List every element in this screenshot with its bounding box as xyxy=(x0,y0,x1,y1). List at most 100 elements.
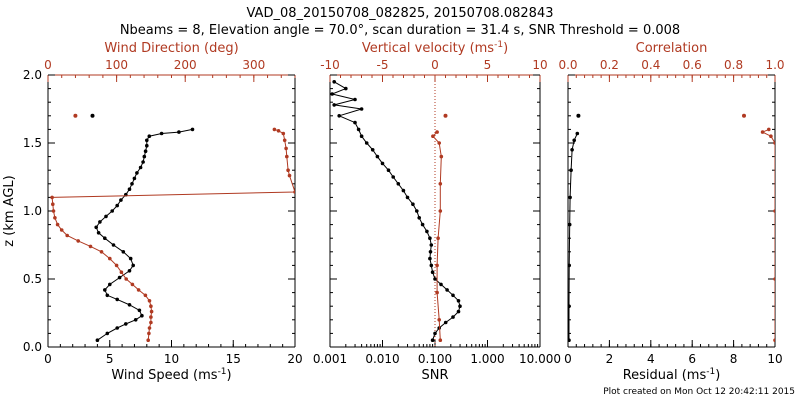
series-point xyxy=(282,138,287,143)
series-point xyxy=(451,315,455,319)
series-point xyxy=(143,293,148,298)
series-point xyxy=(353,120,357,125)
series-point xyxy=(104,214,108,219)
series-point xyxy=(284,146,288,151)
series-line xyxy=(432,131,442,341)
y-tick-label: 1.0 xyxy=(23,204,42,218)
series-point xyxy=(420,222,425,227)
series-point xyxy=(437,141,442,145)
series-point xyxy=(572,138,576,143)
series-point xyxy=(65,233,69,238)
series-point xyxy=(130,282,135,287)
series-point xyxy=(133,318,138,322)
series-point xyxy=(115,203,119,208)
series-point xyxy=(108,256,112,261)
series-point xyxy=(94,225,98,230)
series-point xyxy=(439,154,444,159)
series-point xyxy=(359,134,364,138)
series-point xyxy=(436,236,440,240)
series-point xyxy=(131,263,135,268)
series-point xyxy=(88,244,93,249)
series-point xyxy=(773,277,775,281)
y-tick-label: 2.0 xyxy=(23,68,42,82)
series-point xyxy=(51,202,55,206)
series-point xyxy=(438,209,443,213)
bottom-tick-label: 0 xyxy=(564,352,572,366)
series-point xyxy=(59,228,64,232)
series-point xyxy=(149,309,154,314)
series-point xyxy=(135,171,139,175)
bottom-tick-label: 10 xyxy=(164,352,179,366)
series-point xyxy=(569,168,573,172)
series-point xyxy=(370,148,375,152)
series-point xyxy=(143,149,148,153)
series-point xyxy=(391,175,396,179)
series-point xyxy=(141,160,145,164)
series-point xyxy=(429,243,434,247)
bottom-tick-label: 0 xyxy=(44,352,52,366)
series-point xyxy=(96,231,101,235)
series-point xyxy=(119,198,123,202)
series-line xyxy=(51,128,295,341)
series-point xyxy=(356,127,361,132)
series-point xyxy=(130,182,134,186)
series-point xyxy=(99,250,104,254)
series-point xyxy=(433,331,437,336)
series-point xyxy=(147,299,152,303)
bottom-tick-label: 4 xyxy=(647,352,655,366)
series-point xyxy=(438,182,443,186)
isolated-point xyxy=(73,113,78,118)
series-point xyxy=(760,130,765,134)
series-point xyxy=(415,209,419,213)
bottom-tick-label: 10.000 xyxy=(519,352,561,366)
series-point xyxy=(430,270,435,275)
series-point xyxy=(121,250,126,254)
top-axis-label: Vertical velocity (ms-1) xyxy=(362,40,508,56)
top-tick-label: -5 xyxy=(377,58,389,72)
top-tick-label: 0.4 xyxy=(641,58,660,72)
series-point xyxy=(147,134,152,138)
series-point xyxy=(145,138,149,143)
series-point xyxy=(103,236,107,240)
series-point xyxy=(95,338,100,343)
series-point xyxy=(445,288,449,292)
series-point xyxy=(769,134,773,138)
bottom-tick-label: 8 xyxy=(730,352,738,366)
series-point xyxy=(285,154,289,159)
series-point xyxy=(396,182,401,186)
figure-title: VAD_08_20150708_082825, 20150708.082843 xyxy=(247,6,554,21)
series-point xyxy=(128,256,133,261)
series-point xyxy=(337,114,342,118)
series-point xyxy=(124,322,128,326)
bottom-tick-label: 0.010 xyxy=(365,352,399,366)
y-axis-label: z (km AGL) xyxy=(2,175,17,246)
series-point xyxy=(435,263,439,268)
series-point xyxy=(364,141,369,145)
series-point xyxy=(286,168,290,172)
series-point xyxy=(330,92,335,96)
bottom-tick-label: 20 xyxy=(287,352,302,366)
series-point xyxy=(767,127,771,132)
series-point xyxy=(287,173,292,178)
series-point xyxy=(332,80,337,84)
isolated-point xyxy=(443,113,448,118)
series-point xyxy=(119,270,124,275)
series-point xyxy=(149,315,153,319)
series-point xyxy=(375,154,380,159)
series-point xyxy=(438,338,443,343)
bottom-tick-label: 5 xyxy=(106,352,114,366)
top-tick-label: 0.0 xyxy=(558,58,577,72)
series-point xyxy=(568,263,571,268)
series-line xyxy=(568,133,578,341)
series-point xyxy=(105,331,110,336)
series-point xyxy=(293,190,295,194)
bottom-tick-label: 15 xyxy=(226,352,241,366)
bottom-tick-label: 1.000 xyxy=(470,352,504,366)
panel-1-series xyxy=(50,113,295,343)
series-point xyxy=(145,143,149,148)
series-point xyxy=(431,134,435,138)
series-point xyxy=(425,229,429,234)
series-point xyxy=(281,131,286,136)
isolated-point xyxy=(90,113,95,118)
